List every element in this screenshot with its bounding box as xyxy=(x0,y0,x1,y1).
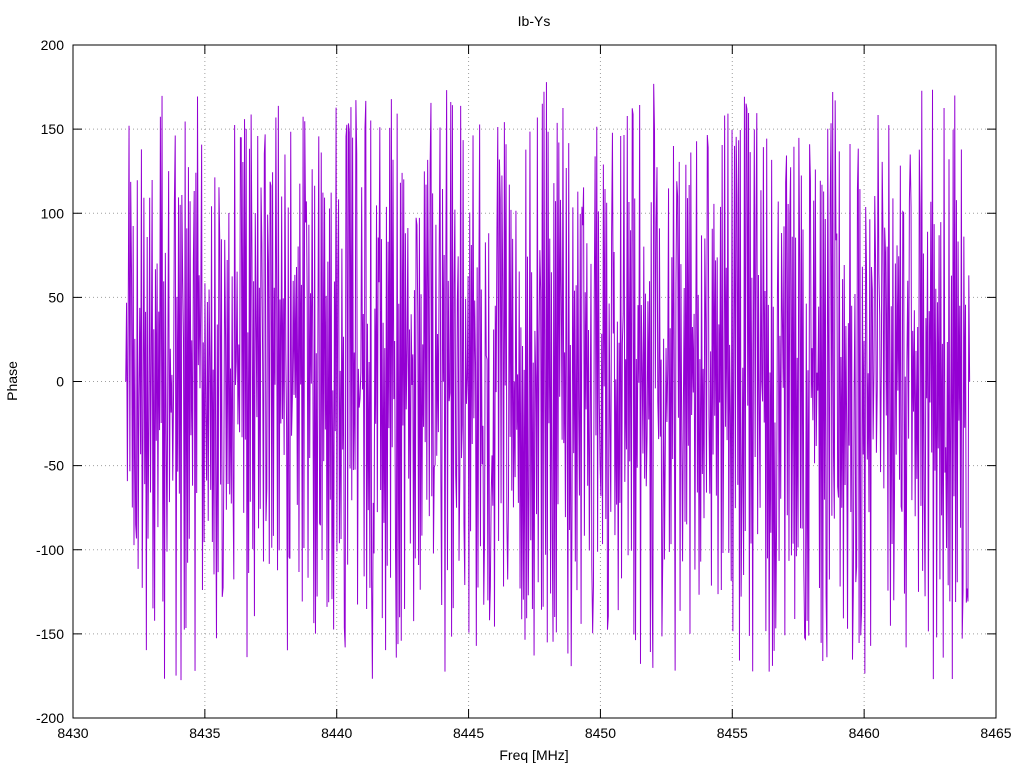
y-tick-label: -50 xyxy=(44,458,64,474)
ticks: 8430 8435 8440 8445 8450 8455 8460 8465 200 150 10… xyxy=(36,37,1012,741)
y-tick-label: 200 xyxy=(41,37,65,53)
chart-title: Ib-Ys xyxy=(518,13,551,29)
y-tick-label: -200 xyxy=(36,710,64,726)
y-tick-label: -100 xyxy=(36,542,64,558)
y-tick-label: 0 xyxy=(56,374,64,390)
y-tick-label: 50 xyxy=(48,289,64,305)
series-layer xyxy=(125,82,971,681)
x-tick-label: 8465 xyxy=(980,725,1011,741)
x-tick-label: 8450 xyxy=(585,725,616,741)
x-tick-label: 8445 xyxy=(453,725,484,741)
series-line-phase xyxy=(125,82,971,681)
x-tick-label: 8430 xyxy=(57,725,88,741)
x-tick-label: 8435 xyxy=(189,725,220,741)
y-tick-label: 150 xyxy=(41,121,65,137)
y-tick-label: 100 xyxy=(41,205,65,221)
x-axis-label: Freq [MHz] xyxy=(499,747,568,763)
y-tick-label: -150 xyxy=(36,626,64,642)
x-tick-label: 8455 xyxy=(717,725,748,741)
x-tick-label: 8440 xyxy=(321,725,352,741)
plot-frame xyxy=(72,44,997,719)
y-axis-label: Phase xyxy=(4,361,20,401)
x-tick-label: 8460 xyxy=(849,725,880,741)
